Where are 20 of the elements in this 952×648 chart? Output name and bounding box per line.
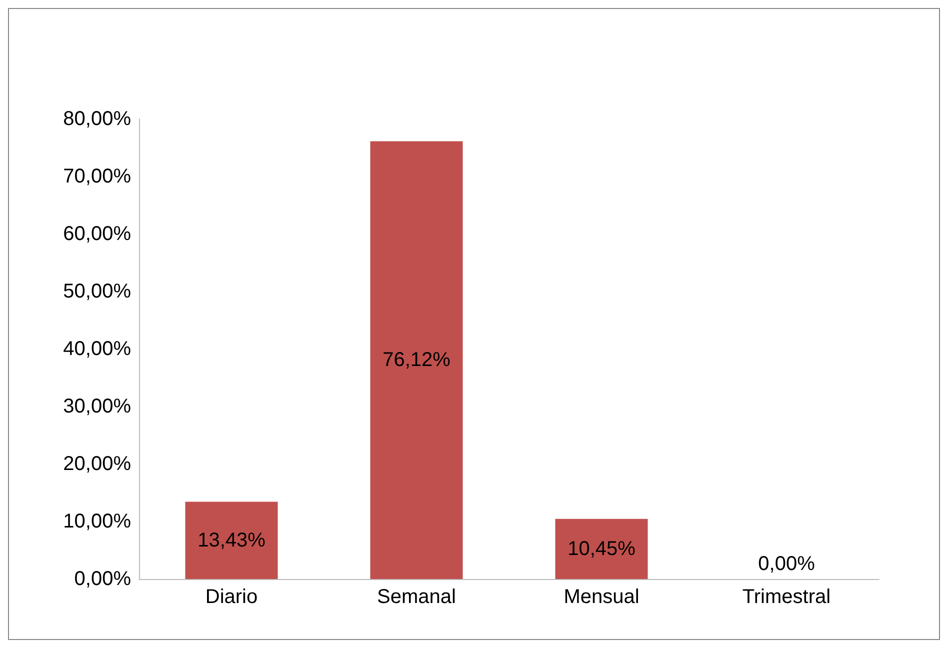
x-tick-label: Diario <box>205 586 258 608</box>
x-tick-label: Semanal <box>377 586 456 608</box>
y-tick-label: 60,00% <box>63 223 132 245</box>
x-tick-label: Mensual <box>564 586 640 608</box>
data-label: 76,12% <box>382 349 451 372</box>
y-tick-label: 80,00% <box>63 108 132 130</box>
data-label: 13,43% <box>198 529 266 552</box>
y-tick-label: 30,00% <box>63 396 132 418</box>
bar <box>185 502 278 579</box>
y-tick-label: 40,00% <box>63 338 132 360</box>
y-tick-label: 0,00% <box>74 568 132 590</box>
y-tick-label: 20,00% <box>63 453 132 475</box>
y-tick-label: 10,00% <box>63 510 132 532</box>
y-tick-label: 70,00% <box>63 166 132 188</box>
data-label: 10,45% <box>568 538 636 560</box>
x-tick-label: Trimestral <box>742 586 831 608</box>
bar <box>555 518 648 579</box>
bar <box>370 141 463 579</box>
data-label: 0,00% <box>758 553 816 575</box>
y-tick-label: 50,00% <box>63 280 132 302</box>
